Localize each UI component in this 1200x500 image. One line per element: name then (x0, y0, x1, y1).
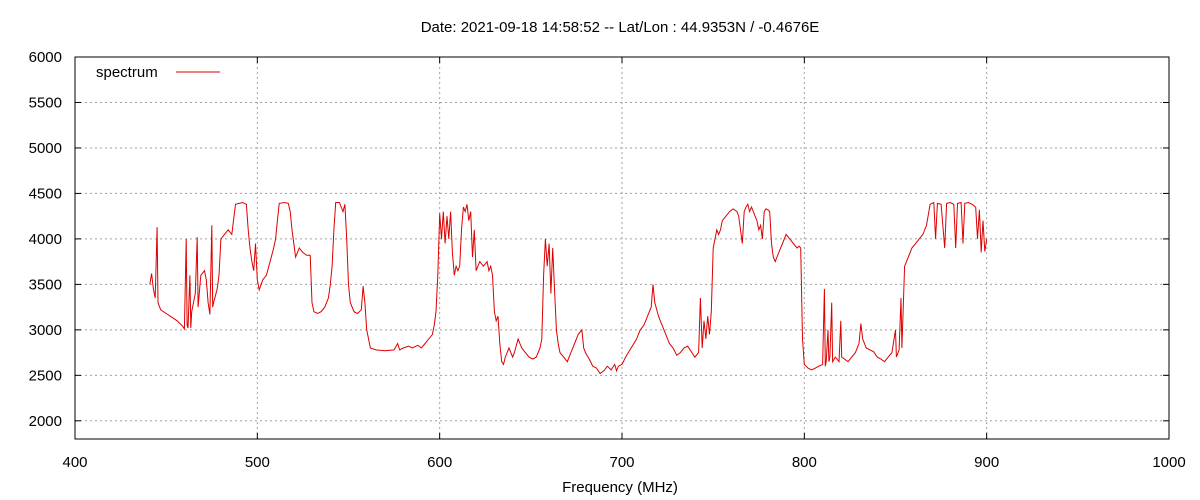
y-tick-label: 4000 (29, 231, 62, 248)
y-tick-label: 4500 (29, 185, 62, 202)
y-tick-label: 2500 (29, 367, 62, 384)
x-axis-label: Frequency (MHz) (562, 479, 678, 496)
axis-ticks (74, 56, 1170, 439)
chart-title: Date: 2021-09-18 14:58:52 -- Lat/Lon : 4… (421, 19, 820, 36)
y-tick-label: 5000 (29, 140, 62, 157)
y-tick-label: 6000 (29, 49, 62, 66)
y-axis-tick-labels: 2000 2500 3000 3500 4000 4500 5000 5500 6000 (29, 49, 62, 430)
y-tick-label: 2000 (29, 413, 62, 430)
x-tick-label: 700 (609, 454, 634, 471)
x-tick-label: 900 (974, 454, 999, 471)
x-tick-label: 600 (427, 454, 452, 471)
spectrum-series-line (149, 201, 988, 375)
x-tick-label: 400 (62, 454, 87, 471)
y-tick-label: 5500 (29, 94, 62, 111)
x-tick-label: 500 (245, 454, 270, 471)
grid-lines (75, 57, 1169, 439)
y-tick-label: 3500 (29, 276, 62, 293)
legend: spectrum (96, 64, 220, 81)
x-axis-tick-labels: 400 500 600 700 800 900 1000 (62, 454, 1185, 471)
legend-label-spectrum: spectrum (96, 64, 158, 81)
y-tick-label: 3000 (29, 322, 62, 339)
x-tick-label: 1000 (1152, 454, 1185, 471)
x-tick-label: 800 (792, 454, 817, 471)
